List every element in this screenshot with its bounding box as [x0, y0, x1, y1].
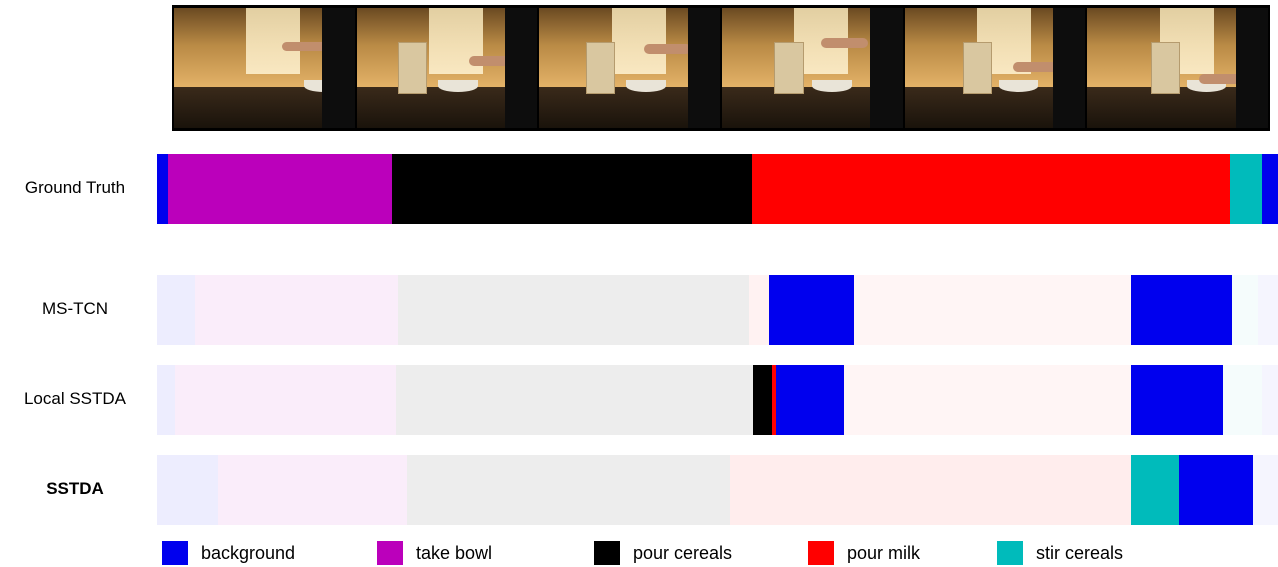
- segment-background: [1258, 275, 1278, 345]
- segment-pour-milk: [749, 275, 769, 345]
- segment-background: [157, 154, 168, 224]
- segment-background: [1131, 365, 1223, 435]
- segmentation-bar: [157, 275, 1278, 345]
- video-frame: [356, 8, 538, 128]
- segment-take-bowl: [195, 275, 398, 345]
- legend-item-pour-milk: pour milk: [808, 540, 920, 566]
- segment-background: [157, 275, 195, 345]
- segment-pour-cereals: [398, 275, 749, 345]
- segment-background: [157, 365, 175, 435]
- legend-swatch: [594, 541, 620, 565]
- legend-label: stir cereals: [1036, 542, 1124, 563]
- segment-pour-milk: [772, 365, 776, 435]
- segment-stir-cereals: [1131, 455, 1179, 525]
- segment-take-bowl: [168, 154, 392, 224]
- row-label: Local SSTDA: [23, 389, 127, 408]
- segment-pour-milk: [844, 365, 1131, 435]
- segment-pour-milk: [752, 154, 1230, 224]
- legend-swatch: [162, 541, 188, 565]
- segment-take-bowl: [218, 455, 407, 525]
- segment-pour-milk: [730, 455, 1131, 525]
- legend-label: pour cereals: [633, 542, 733, 563]
- segment-stir-cereals: [1232, 275, 1258, 345]
- video-frame: [174, 8, 355, 128]
- legend-swatch: [997, 541, 1023, 565]
- segment-background: [1253, 455, 1278, 525]
- legend-swatch: [377, 541, 403, 565]
- segment-pour-cereals: [396, 365, 753, 435]
- legend-swatch: [808, 541, 834, 565]
- segment-background: [157, 455, 218, 525]
- video-frame-strip: [172, 5, 1270, 131]
- legend: background take bowl pour cereals pour milk…: [0, 540, 1278, 566]
- segment-stir-cereals: [1230, 154, 1262, 224]
- legend-label: pour milk: [847, 542, 921, 563]
- row-label: SSTDA: [46, 479, 104, 498]
- segment-background: [1179, 455, 1253, 525]
- segment-stir-cereals: [1223, 365, 1262, 435]
- segmentation-bar: [157, 455, 1278, 525]
- legend-label: take bowl: [416, 542, 493, 563]
- segment-background: [1262, 365, 1278, 435]
- legend-item-pour-cereals: pour cereals: [594, 540, 732, 566]
- segment-take-bowl: [175, 365, 396, 435]
- legend-label: background: [201, 542, 296, 563]
- video-frame: [1087, 8, 1269, 128]
- segmentation-bar: [157, 365, 1278, 435]
- segment-background: [776, 365, 844, 435]
- legend-item-background: background: [162, 540, 295, 566]
- legend-item-take-bowl: take bowl: [377, 540, 492, 566]
- video-frame: [539, 8, 721, 128]
- segment-pour-cereals: [392, 154, 752, 224]
- segment-pour-cereals: [407, 455, 730, 525]
- segment-background: [1131, 275, 1232, 345]
- segment-background: [769, 275, 854, 345]
- legend-item-stir-cereals: stir cereals: [997, 540, 1123, 566]
- segment-background: [1262, 154, 1278, 224]
- segmentation-bar: [157, 154, 1278, 224]
- video-frame: [904, 8, 1086, 128]
- row-label: Ground Truth: [24, 178, 126, 197]
- video-frame: [722, 8, 903, 128]
- row-label: MS-TCN: [41, 299, 109, 318]
- segment-pour-milk: [854, 275, 1131, 345]
- segment-pour-cereals: [753, 365, 772, 435]
